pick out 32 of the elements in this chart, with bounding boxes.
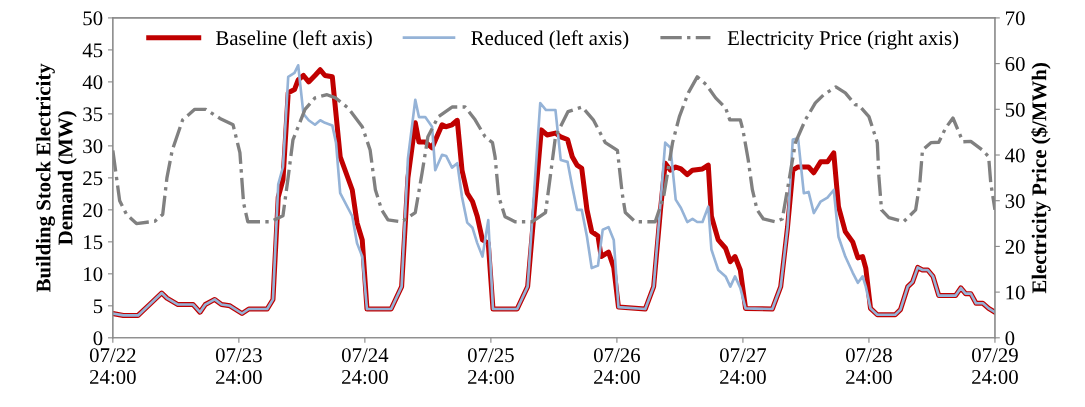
- y2-tick-label: 50: [1005, 102, 1025, 117]
- y-tick-label: 30: [83, 139, 103, 154]
- x-tick-label: 07/27 24:00: [719, 348, 767, 385]
- legend-label: Electricity Price (right axis): [727, 30, 959, 50]
- x-tick-label: 07/25 24:00: [467, 348, 514, 385]
- y2-tick-label: 10: [1006, 285, 1025, 300]
- x-tick-label: 07/22 24:00: [89, 348, 136, 385]
- y2-tick-label: 40: [1005, 148, 1025, 163]
- x-tick-label: 07/26 24:00: [593, 348, 641, 385]
- y-tick-label: 5: [93, 299, 103, 314]
- y2-tick-label: 70: [1006, 11, 1025, 26]
- y-axis-title: Building Stock Electricity Demand (MW): [35, 63, 77, 293]
- y-tick-label: 15: [84, 235, 103, 250]
- y-tick-label: 10: [84, 267, 103, 282]
- y-tick-label: 25: [83, 171, 103, 186]
- legend-label: Reduced (left axis): [471, 30, 629, 50]
- y-tick-label: 50: [83, 11, 103, 26]
- y-tick-label: 0: [93, 331, 103, 346]
- y2-tick-label: 20: [1005, 239, 1025, 254]
- y2-tick-label: 0: [1005, 331, 1015, 346]
- x-tick-label: 07/29 24:00: [972, 348, 1018, 385]
- y2-tick-label: 60: [1005, 56, 1025, 72]
- y-tick-label: 20: [83, 203, 103, 218]
- x-tick-label: 07/24 24:00: [341, 348, 389, 385]
- legend-label: Baseline (left axis): [215, 30, 372, 50]
- x-tick-label: 07/23 24:00: [215, 348, 262, 385]
- y2-axis-title: Electricity Price ($/MWh): [1031, 63, 1051, 294]
- y2-tick-label: 30: [1005, 194, 1025, 209]
- y-tick-label: 40: [82, 75, 103, 90]
- x-tick-label: 07/28 24:00: [846, 348, 892, 385]
- y-tick-label: 35: [83, 107, 103, 122]
- y-tick-label: 45: [82, 43, 103, 58]
